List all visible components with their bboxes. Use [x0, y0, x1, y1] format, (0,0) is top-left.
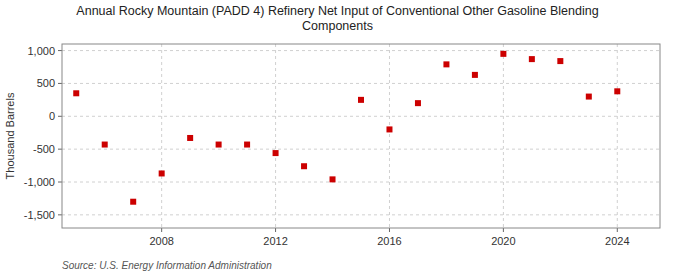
x-grid-line — [503, 44, 504, 228]
point — [443, 61, 449, 67]
y-grid-line — [62, 182, 660, 183]
point — [557, 58, 563, 64]
x-tick-label: 2020 — [491, 235, 515, 247]
x-grid-line — [161, 44, 162, 228]
x-tick — [275, 228, 276, 232]
x-tick-label: 2008 — [149, 235, 173, 247]
y-tick — [58, 214, 62, 215]
point — [330, 176, 336, 182]
y-tick — [58, 83, 62, 84]
y-tick-label: -1,500 — [24, 209, 55, 221]
x-grid-line — [389, 44, 390, 228]
y-grid-line — [62, 50, 660, 51]
title: Annual Rocky Mountain (PADD 4) Refinery … — [76, 4, 598, 33]
y-tick — [58, 182, 62, 183]
x-tick-label: 2024 — [605, 235, 629, 247]
grid — [62, 44, 660, 228]
y-tick — [58, 50, 62, 51]
point — [159, 170, 165, 176]
axes: -1,500 -1,000 -500 0 500 1,000 2008 2012 2016 202… — [24, 44, 660, 247]
chart-container: Annual Rocky Mountain (PADD 4) Refinery … — [0, 0, 675, 275]
point — [586, 94, 592, 100]
y-tick-label: 500 — [37, 77, 55, 89]
y-tick-label: -500 — [33, 143, 55, 155]
y-tick-label: -1,000 — [24, 176, 55, 188]
point — [529, 56, 535, 62]
point — [358, 97, 364, 103]
x-tick — [617, 228, 618, 232]
y-grid-line — [62, 83, 660, 84]
y-tick-label: 0 — [49, 110, 55, 122]
point — [102, 142, 108, 148]
point — [73, 90, 79, 96]
x-grid-line — [275, 44, 276, 228]
point — [415, 100, 421, 106]
y-tick — [58, 149, 62, 150]
y-axis-label: Thousand Barrels — [4, 92, 16, 179]
x-tick — [389, 228, 390, 232]
point — [216, 142, 222, 148]
x-tick-label: 2016 — [377, 235, 401, 247]
points — [73, 51, 620, 205]
point — [386, 126, 392, 132]
y-grid-line — [62, 214, 660, 215]
y-grid-line — [62, 149, 660, 150]
y-tick — [58, 116, 62, 117]
chart: Annual Rocky Mountain (PADD 4) Refinery … — [0, 0, 675, 275]
x-tick — [503, 228, 504, 232]
point — [614, 88, 620, 94]
y-grid-line — [62, 116, 660, 117]
x-grid-line — [617, 44, 618, 228]
title-line: Annual Rocky Mountain (PADD 4) Refinery … — [76, 4, 598, 18]
point — [500, 51, 506, 57]
point — [273, 150, 279, 156]
y-tick-label: 1,000 — [27, 45, 55, 57]
title-line: Components — [302, 19, 373, 33]
point — [301, 163, 307, 169]
point — [472, 72, 478, 78]
x-tick-label: 2012 — [263, 235, 287, 247]
x-tick — [161, 228, 162, 232]
source: Source: U.S. Energy Information Administ… — [62, 260, 272, 271]
point — [130, 199, 136, 205]
point — [187, 135, 193, 141]
plot-frame — [62, 44, 660, 228]
point — [244, 142, 250, 148]
